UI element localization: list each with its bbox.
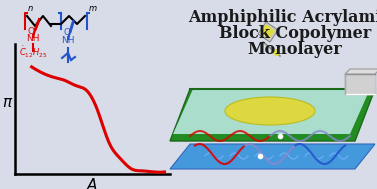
Text: NH: NH — [26, 34, 40, 43]
Text: O: O — [63, 28, 70, 37]
Text: O: O — [28, 27, 35, 36]
Text: m: m — [89, 4, 97, 13]
Text: A: A — [87, 178, 98, 189]
Polygon shape — [345, 74, 375, 94]
Text: $\dot{C}_{12}H_{25}$: $\dot{C}_{12}H_{25}$ — [18, 44, 48, 60]
Text: n: n — [28, 4, 33, 13]
Text: NH: NH — [61, 36, 75, 45]
Polygon shape — [260, 24, 275, 39]
Polygon shape — [345, 69, 377, 74]
Polygon shape — [173, 89, 370, 134]
Polygon shape — [258, 22, 278, 42]
Polygon shape — [170, 89, 375, 141]
Text: Block Copolymer: Block Copolymer — [219, 25, 371, 42]
Text: Amphiphilic Acrylamide: Amphiphilic Acrylamide — [188, 9, 377, 26]
Polygon shape — [170, 144, 375, 169]
Ellipse shape — [225, 97, 315, 125]
Text: Monolayer: Monolayer — [248, 41, 342, 58]
Text: π: π — [2, 95, 12, 110]
